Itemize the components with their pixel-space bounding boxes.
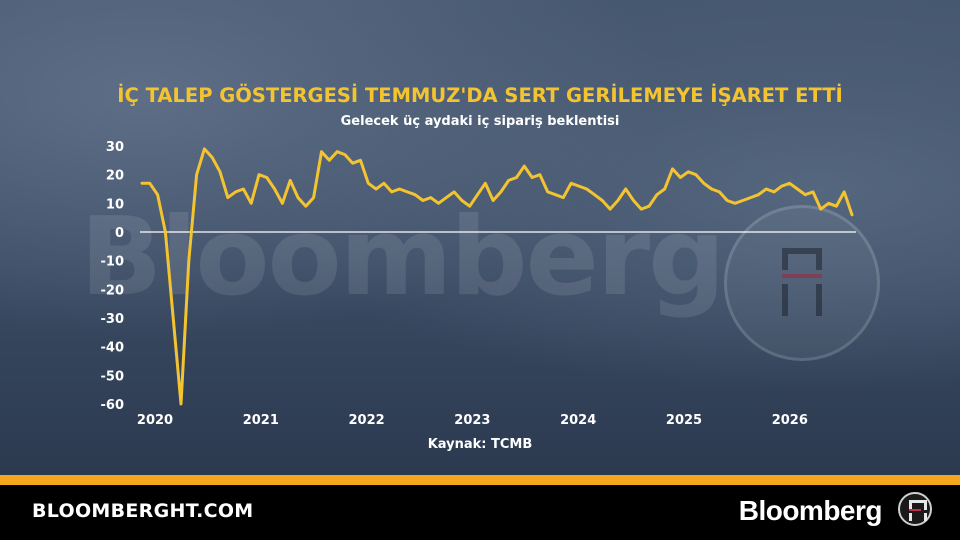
y-tick-label: -60 [101, 398, 125, 413]
footer-bar: BLOOMBERGHT.COM Bloomberg [0, 485, 960, 540]
bloomberg-logo: Bloomberg [738, 495, 883, 526]
x-tick-label: 2026 [772, 413, 808, 428]
chart-title: İÇ TALEP GÖSTERGESİ TEMMUZ'DA SERT GERİL… [117, 84, 843, 107]
source-note: Kaynak: TCMB [427, 437, 533, 452]
y-tick-label: -40 [101, 341, 125, 356]
accent-rule [0, 475, 960, 485]
y-tick-label: -50 [101, 369, 125, 384]
y-tick-label: 30 [106, 140, 124, 155]
y-axis: 30 20 10 0 -10 -20 -30 -40 -50 -60 [101, 140, 125, 413]
chart-subtitle: Gelecek üç aydaki iç sipariş beklentisi [340, 114, 620, 129]
x-tick-label: 2022 [349, 413, 385, 428]
site-link[interactable]: BLOOMBERGHT.COM [32, 500, 254, 522]
x-tick-label: 2025 [666, 413, 702, 428]
y-tick-label: 20 [106, 169, 124, 184]
x-tick-label: 2023 [454, 413, 490, 428]
x-tick-label: 2020 [137, 413, 173, 428]
y-tick-label: -10 [101, 255, 125, 270]
ht-emblem-watermark [724, 205, 880, 361]
y-tick-label: -30 [101, 312, 125, 327]
y-tick-label: 0 [115, 226, 124, 241]
x-tick-label: 2024 [560, 413, 596, 428]
y-tick-label: 10 [106, 197, 124, 212]
x-tick-label: 2021 [243, 413, 279, 428]
ht-logo-icon [898, 492, 932, 526]
series-line [140, 147, 854, 406]
x-axis: 2020 2021 2022 2023 2024 2025 2026 [137, 413, 808, 428]
y-tick-label: -20 [101, 283, 125, 298]
